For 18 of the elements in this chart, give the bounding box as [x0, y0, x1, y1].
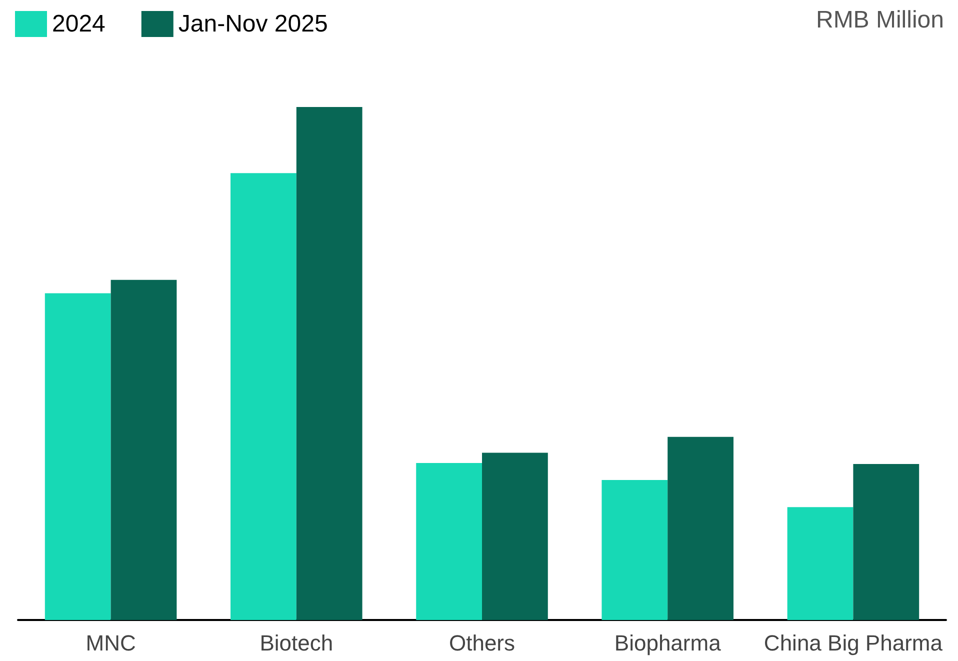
bar	[668, 436, 734, 620]
x-tick-label: China Big Pharma	[764, 630, 944, 656]
x-tick-label: Others	[448, 630, 516, 656]
x-tick-label: MNC	[86, 630, 136, 656]
bar	[110, 280, 177, 620]
bar	[482, 452, 548, 620]
bar	[602, 480, 668, 620]
bar	[787, 507, 854, 620]
legend-label: 2024	[52, 10, 106, 38]
bar	[853, 464, 920, 620]
x-tick-label: Biotech	[260, 630, 334, 656]
x-tick-label: Biopharma	[614, 630, 722, 656]
bar	[44, 293, 111, 620]
bar	[416, 463, 482, 620]
y-axis-title: RMB Million	[816, 6, 944, 34]
bar	[296, 107, 362, 620]
bar	[230, 173, 296, 620]
legend-label: Jan-Nov 2025	[178, 10, 328, 38]
